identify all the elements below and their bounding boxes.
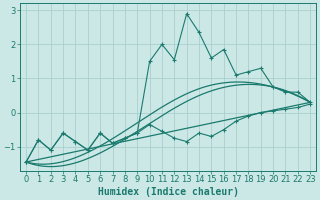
X-axis label: Humidex (Indice chaleur): Humidex (Indice chaleur) [98, 186, 239, 197]
